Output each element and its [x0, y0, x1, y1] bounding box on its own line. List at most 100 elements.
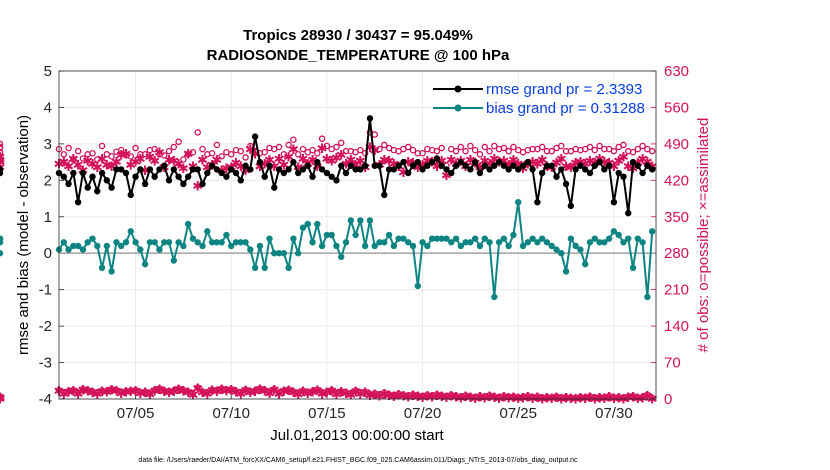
bias-point: [644, 293, 651, 301]
obs-assimilated-point: ✱: [522, 390, 533, 405]
obs-assimilated-point: ✱: [278, 159, 289, 174]
bias-point: [189, 235, 197, 242]
obs-assimilated-point: ✱: [111, 385, 122, 400]
obs-assimilated-point: ✱: [350, 385, 361, 400]
bias-point: [366, 217, 374, 224]
bias-point: [414, 282, 421, 290]
obs-assimilated-point: ✱: [341, 387, 352, 402]
obs-possible-point: [199, 145, 206, 153]
obs-assimilated-point: ✱: [116, 387, 127, 402]
rmse-point: [156, 166, 163, 173]
y-right-tick-label: 140: [664, 318, 689, 335]
rmse-point: [237, 177, 244, 184]
obs-possible-point: [433, 147, 441, 155]
bias-point: [285, 264, 292, 271]
y-right-axis-label: # of obs: o=possible; ×=assimilated: [695, 118, 712, 353]
obs-assimilated-point: ✱: [226, 384, 237, 399]
rmse-point: [357, 166, 364, 173]
bias-point: [505, 242, 512, 250]
bias-point: [620, 239, 627, 246]
obs-possible-point: [323, 142, 331, 150]
rmse-point: [629, 158, 637, 166]
obs-possible-point: [180, 156, 187, 163]
obs-possible-point: [347, 390, 355, 398]
legend-bias-marker: [454, 104, 462, 112]
obs-assimilated-point: ✱: [489, 152, 500, 167]
obs-assimilated-point: ✱: [546, 392, 557, 407]
obs-possible-point: [165, 147, 173, 155]
obs-assimilated-point: ✱: [369, 388, 380, 403]
bias-point: [204, 228, 211, 235]
obs-possible-point: [108, 153, 115, 160]
obs-assimilated-point: ✱: [250, 147, 261, 162]
y-tick-label: -3: [39, 355, 52, 372]
rmse-point: [548, 162, 555, 169]
rmse-point: [529, 166, 536, 173]
obs-possible-point: [467, 142, 474, 150]
obs-assimilated-point: ✱: [436, 155, 447, 170]
rmse-point: [347, 162, 355, 169]
bias-point: [137, 246, 144, 253]
rmse-point: [405, 169, 412, 177]
obs-assimilated-point: ✱: [551, 157, 562, 172]
obs-assimilated-point: ✱: [274, 152, 285, 167]
obs-assimilated-point: ✱: [317, 387, 328, 402]
obs-assimilated-point: ✱: [231, 157, 242, 172]
y-axis-label: rmse and bias (model - observation): [15, 115, 32, 355]
rmse-point: [74, 199, 82, 206]
bias-point: [94, 242, 101, 250]
obs-possible-point: [376, 145, 383, 153]
bias-point: [495, 239, 503, 246]
obs-assimilated-point: ✱: [336, 148, 347, 163]
rmse-point: [151, 173, 158, 180]
bias-point: [567, 235, 575, 242]
bias-point: [558, 250, 565, 257]
obs-possible-point: [271, 385, 278, 393]
obs-assimilated-point: ✱: [254, 160, 265, 175]
bias-point: [357, 217, 364, 224]
obs-assimilated-point: ✱: [403, 156, 414, 171]
obs-possible-point: [189, 390, 197, 398]
y-tick-label: 5: [44, 63, 52, 80]
obs-assimilated-point: ✱: [106, 160, 117, 175]
obs-assimilated-point: ✱: [58, 156, 69, 171]
obs-possible-point: [299, 145, 307, 153]
bias-point: [572, 242, 579, 250]
rmse-point: [127, 191, 134, 199]
obs-assimilated-point: ✱: [475, 161, 486, 176]
rmse-point: [471, 158, 479, 166]
bias-point: [275, 250, 283, 257]
obs-assimilated-point: ✱: [508, 391, 519, 406]
rmse-point: [409, 162, 417, 169]
obs-assimilated-point: ✱: [532, 158, 543, 173]
bias-point: [524, 239, 531, 246]
bias-point: [405, 239, 412, 246]
bias-point: [228, 242, 235, 250]
bias-point: [419, 239, 426, 246]
obs-assimilated-point: ✱: [498, 390, 509, 405]
rmse-point: [266, 162, 273, 169]
obs-possible-point: [194, 129, 201, 136]
bias-point: [294, 250, 302, 257]
obs-assimilated-point: ✱: [202, 161, 213, 176]
obs-possible-point: [558, 142, 565, 150]
bias-point: [84, 239, 91, 246]
rmse-point: [189, 166, 197, 173]
obs-assimilated-point: ✱: [570, 392, 581, 407]
obs-assimilated-point: ✱: [92, 161, 103, 176]
rmse-point: [596, 158, 603, 166]
obs-possible-point: [404, 143, 412, 151]
obs-assimilated-point: ✱: [312, 160, 323, 175]
obs-assimilated-point: ✱: [556, 152, 567, 167]
obs-assimilated-point: ✱: [283, 384, 294, 399]
rmse-point: [199, 180, 206, 188]
rmse-point: [634, 162, 642, 169]
footnote: data file: /Users/raeder/DAI/ATM_forcXX/…: [138, 457, 578, 464]
bias-point: [582, 260, 589, 268]
obs-possible-point: [275, 143, 283, 151]
rmse-point: [228, 166, 235, 173]
bias-point: [352, 231, 359, 239]
bias-point: [261, 264, 268, 271]
bias-point: [577, 246, 584, 253]
